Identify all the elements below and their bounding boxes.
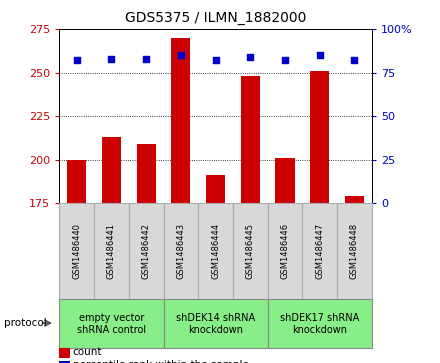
Point bbox=[351, 57, 358, 63]
Bar bbox=[310, 71, 329, 203]
Text: shDEK17 shRNA
knockdown: shDEK17 shRNA knockdown bbox=[280, 313, 359, 335]
Point bbox=[177, 52, 184, 58]
Text: percentile rank within the sample: percentile rank within the sample bbox=[73, 360, 249, 363]
Point bbox=[143, 56, 150, 62]
Text: GSM1486442: GSM1486442 bbox=[142, 223, 150, 280]
Bar bbox=[233, 203, 268, 299]
Bar bbox=[59, 348, 70, 358]
Bar bbox=[67, 160, 86, 203]
Bar bbox=[302, 203, 337, 299]
Bar bbox=[241, 76, 260, 203]
Text: count: count bbox=[73, 347, 102, 357]
Bar bbox=[198, 203, 233, 299]
Bar bbox=[164, 299, 268, 348]
Bar bbox=[171, 38, 191, 203]
Bar bbox=[345, 196, 364, 203]
Text: empty vector
shRNA control: empty vector shRNA control bbox=[77, 313, 146, 335]
Point bbox=[212, 57, 219, 63]
Bar bbox=[268, 203, 302, 299]
Title: GDS5375 / ILMN_1882000: GDS5375 / ILMN_1882000 bbox=[125, 11, 306, 25]
Point bbox=[108, 56, 115, 62]
Text: protocol: protocol bbox=[4, 318, 47, 328]
Point bbox=[316, 52, 323, 58]
Bar bbox=[206, 175, 225, 203]
Text: GSM1486440: GSM1486440 bbox=[72, 223, 81, 280]
Text: GSM1486448: GSM1486448 bbox=[350, 223, 359, 280]
Bar bbox=[275, 158, 294, 203]
Bar bbox=[268, 299, 372, 348]
Bar bbox=[337, 203, 372, 299]
Bar bbox=[102, 137, 121, 203]
Point bbox=[247, 54, 254, 60]
Text: shDEK14 shRNA
knockdown: shDEK14 shRNA knockdown bbox=[176, 313, 255, 335]
Point bbox=[282, 57, 289, 63]
Bar bbox=[59, 299, 164, 348]
Bar bbox=[59, 203, 94, 299]
Bar bbox=[59, 361, 70, 363]
Bar bbox=[164, 203, 198, 299]
Text: GSM1486445: GSM1486445 bbox=[246, 223, 255, 280]
Text: GSM1486444: GSM1486444 bbox=[211, 223, 220, 280]
Bar bbox=[129, 203, 164, 299]
Text: GSM1486447: GSM1486447 bbox=[315, 223, 324, 280]
Point bbox=[73, 57, 80, 63]
Text: GSM1486441: GSM1486441 bbox=[107, 223, 116, 280]
Text: GSM1486446: GSM1486446 bbox=[281, 223, 290, 280]
Bar bbox=[94, 203, 129, 299]
Text: GSM1486443: GSM1486443 bbox=[176, 223, 185, 280]
Bar bbox=[137, 144, 156, 203]
